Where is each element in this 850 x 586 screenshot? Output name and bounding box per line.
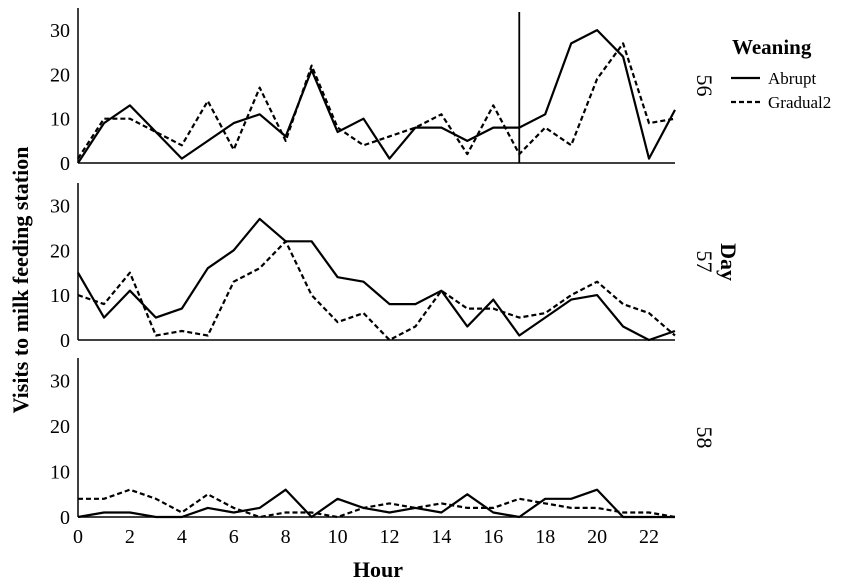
x-tick-label: 12 — [379, 526, 399, 548]
x-tick-label: 20 — [587, 526, 607, 548]
legend-title: Weaning — [732, 35, 812, 59]
y-tick-label: 20 — [50, 240, 70, 262]
series-line-gradual2 — [77, 240, 676, 342]
x-tick-label: 16 — [483, 526, 503, 548]
x-tick-label: 22 — [639, 526, 659, 548]
legend-label-gradual2: Gradual2 — [768, 93, 831, 112]
y-axis-title: Visits to milk feeding station — [8, 147, 33, 414]
x-tick-label: 6 — [229, 526, 239, 548]
y-tick-label: 20 — [50, 64, 70, 86]
y-tick-label: 10 — [50, 109, 70, 131]
panel-label-day: 57 — [692, 251, 717, 273]
panel-day-56: 0 10 20 30 56 — [50, 8, 717, 175]
x-tick-label: 0 — [73, 526, 83, 548]
x-tick-label: 14 — [431, 526, 451, 548]
y-tick-label: 20 — [50, 416, 70, 438]
series-line-abrupt — [77, 488, 675, 519]
x-tick-label: 8 — [281, 526, 291, 548]
y-tick-label: 30 — [50, 20, 70, 42]
x-tick-label: 4 — [177, 526, 187, 548]
legend: Weaning Abrupt Gradual2 — [731, 35, 831, 112]
chart-panels: 0 10 20 30 56 0 10 20 30 57 0 10 20 30 0 2 4 6 8 10 12 14 16 18… — [50, 8, 717, 548]
panel-day-57: 0 10 20 30 57 — [50, 183, 717, 352]
y-tick-label: 0 — [60, 330, 70, 352]
y-tick-label: 30 — [50, 371, 70, 393]
y-tick-label: 10 — [50, 462, 70, 484]
facet-title-day: Day — [716, 243, 741, 281]
panel-label-day: 58 — [692, 427, 717, 449]
y-tick-label: 30 — [50, 195, 70, 217]
x-axis-title: Hour — [353, 557, 403, 582]
panel-day-58: 0 10 20 30 0 2 4 6 8 10 12 14 16 18 20 22 58 — [50, 358, 717, 548]
y-tick-label: 0 — [60, 153, 70, 175]
x-tick-label: 10 — [328, 526, 348, 548]
x-tick-label: 18 — [535, 526, 555, 548]
series-line-abrupt — [77, 29, 676, 164]
x-tick-label: 2 — [125, 526, 135, 548]
series-line-gradual2 — [78, 488, 676, 519]
legend-label-abrupt: Abrupt — [768, 69, 816, 88]
series-line-abrupt — [77, 217, 676, 342]
y-tick-label: 0 — [60, 507, 70, 529]
y-tick-label: 10 — [50, 285, 70, 307]
panel-label-day: 56 — [692, 75, 717, 97]
series-line-gradual2 — [77, 42, 676, 160]
